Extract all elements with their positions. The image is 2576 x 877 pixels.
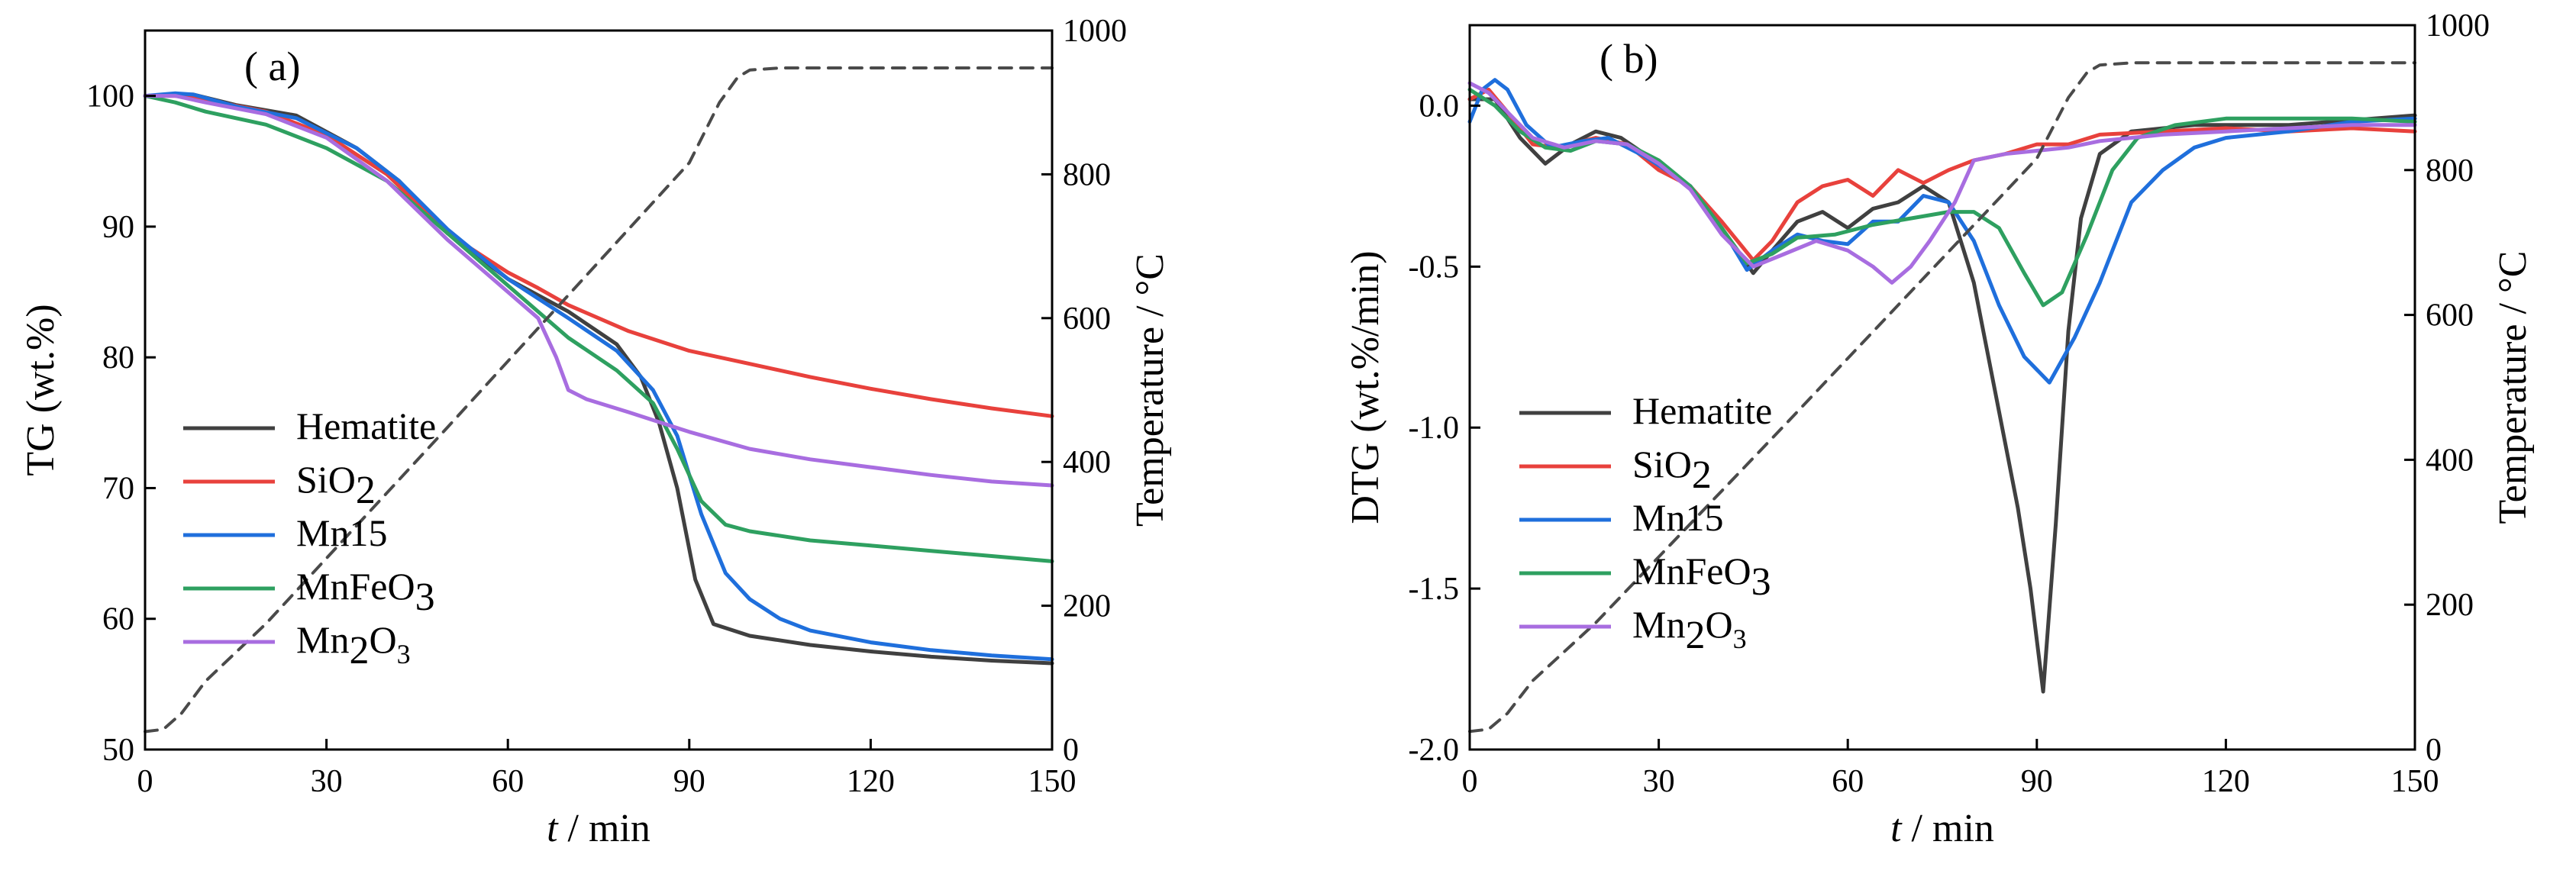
chart-b-y2-tick-label: 400 bbox=[2426, 443, 2474, 478]
chart-b-y2-tick-label: 1000 bbox=[2426, 8, 2490, 44]
chart-a-x-tick-label: 150 bbox=[1028, 764, 1077, 799]
chart-a-x-tick-label: 0 bbox=[137, 764, 153, 799]
chart-b-legend-label: Hematite bbox=[1632, 389, 1772, 432]
chart-a-y2-tick-label: 1000 bbox=[1063, 14, 1127, 49]
chart-a-series-mn15 bbox=[143, 91, 1054, 662]
chart-b-series-sio2 bbox=[1467, 87, 2417, 263]
chart-a-legend-label: Mn15 bbox=[296, 511, 387, 554]
chart-a-y2-tick-label: 400 bbox=[1063, 445, 1111, 480]
chart-b-y2-tick-label: 600 bbox=[2426, 298, 2474, 334]
chart-a-legend-label: Mn2O3 bbox=[296, 618, 411, 672]
chart-a-y2-axis-label: Temperature / °C bbox=[1128, 253, 1172, 527]
chart-b-series-mn2o3 bbox=[1467, 81, 2417, 285]
chart-a-legend-label: Hematite bbox=[296, 405, 436, 447]
chart-a-panel-label: ( a) bbox=[244, 44, 300, 89]
chart-a-x-tick-label: 60 bbox=[492, 764, 524, 799]
chart-b-series-hematite bbox=[1467, 97, 2417, 694]
chart-a-y2-tick-label: 800 bbox=[1063, 157, 1111, 192]
chart-b-plot-frame bbox=[1468, 24, 2416, 751]
chart-b-legend-label: Mn15 bbox=[1632, 496, 1723, 539]
chart-a-x-tick-label: 120 bbox=[847, 764, 895, 799]
chart-b-legend-label: SiO2 bbox=[1632, 443, 1712, 497]
chart-a-y2-tick-label: 600 bbox=[1063, 301, 1111, 337]
chart-b-x-tick-label: 120 bbox=[2202, 764, 2250, 799]
chart-b-x-axis-label: t / min bbox=[1890, 807, 1994, 850]
chart-b: 0 30 60 90 120 150 -2.0 -1.5 -1.0 -0.5 0.0 0 200 400 6… bbox=[1344, 8, 2535, 850]
chart-b-y2-tick-label: 200 bbox=[2426, 588, 2474, 623]
chart-a-x-axis-label: t / min bbox=[547, 807, 650, 850]
chart-b-legend-label: Mn2O3 bbox=[1632, 603, 1747, 657]
chart-a-y2-tick-label: 200 bbox=[1063, 589, 1111, 624]
chart-a-y-tick-label: 100 bbox=[86, 79, 134, 114]
chart-a-legend-label: SiO2 bbox=[296, 458, 376, 512]
chart-b-y-tick-label: -1.5 bbox=[1409, 572, 1460, 607]
chart-a-y-tick-label: 60 bbox=[102, 602, 134, 637]
chart-a-series-temperature bbox=[144, 66, 1054, 734]
chart-a-series-mnfeo3 bbox=[143, 94, 1054, 563]
chart-b-y2-axis-label: Temperature / °C bbox=[2491, 251, 2535, 524]
chart-a-series-hematite bbox=[143, 92, 1054, 666]
chart-a-y-tick-label: 50 bbox=[102, 733, 134, 768]
chart-b-x-tick-label: 150 bbox=[2391, 764, 2439, 799]
chart-a-y2-tick-label: 0 bbox=[1063, 733, 1079, 768]
chart-b-y-axis-label: DTG (wt.%/min) bbox=[1344, 250, 1387, 524]
chart-b-legend-label: MnFeO3 bbox=[1632, 550, 1771, 604]
chart-b-y-tick-label: -0.5 bbox=[1409, 250, 1460, 285]
chart-a-y-tick-label: 80 bbox=[102, 340, 134, 376]
chart-b-panel-label: ( b) bbox=[1600, 36, 1658, 82]
chart-b-x-tick-label: 0 bbox=[1462, 764, 1478, 799]
chart-b-y-tick-label: 0.0 bbox=[1419, 89, 1460, 124]
chart-a-legend-label: MnFeO3 bbox=[296, 565, 435, 619]
chart-a-x-tick-label: 90 bbox=[673, 764, 705, 799]
chart-a-y-axis-label: TG (wt.%) bbox=[19, 304, 63, 476]
chart-a-x-tick-label: 30 bbox=[311, 764, 343, 799]
chart-b-x-tick-label: 90 bbox=[2021, 764, 2053, 799]
chart-b-y-tick-label: -1.0 bbox=[1409, 411, 1460, 446]
chart-b-y-tick-label: -2.0 bbox=[1409, 733, 1460, 768]
chart-a-series-mn2o3 bbox=[143, 94, 1054, 488]
chart-b-series-temperature bbox=[1468, 61, 2416, 734]
chart-b-y2-tick-label: 0 bbox=[2426, 733, 2442, 768]
chart-b-y2-tick-label: 800 bbox=[2426, 153, 2474, 189]
chart-a-plot-frame bbox=[144, 29, 1054, 751]
chart-b-x-tick-label: 60 bbox=[1832, 764, 1864, 799]
chart-a: 0 30 60 90 120 150506070809010002004006008001… bbox=[19, 14, 1172, 850]
chart-a-y-tick-label: 70 bbox=[102, 471, 134, 506]
chart-b-x-tick-label: 30 bbox=[1643, 764, 1675, 799]
chart-a-series-sio2 bbox=[143, 94, 1054, 418]
chart-a-y-tick-label: 90 bbox=[102, 210, 134, 245]
